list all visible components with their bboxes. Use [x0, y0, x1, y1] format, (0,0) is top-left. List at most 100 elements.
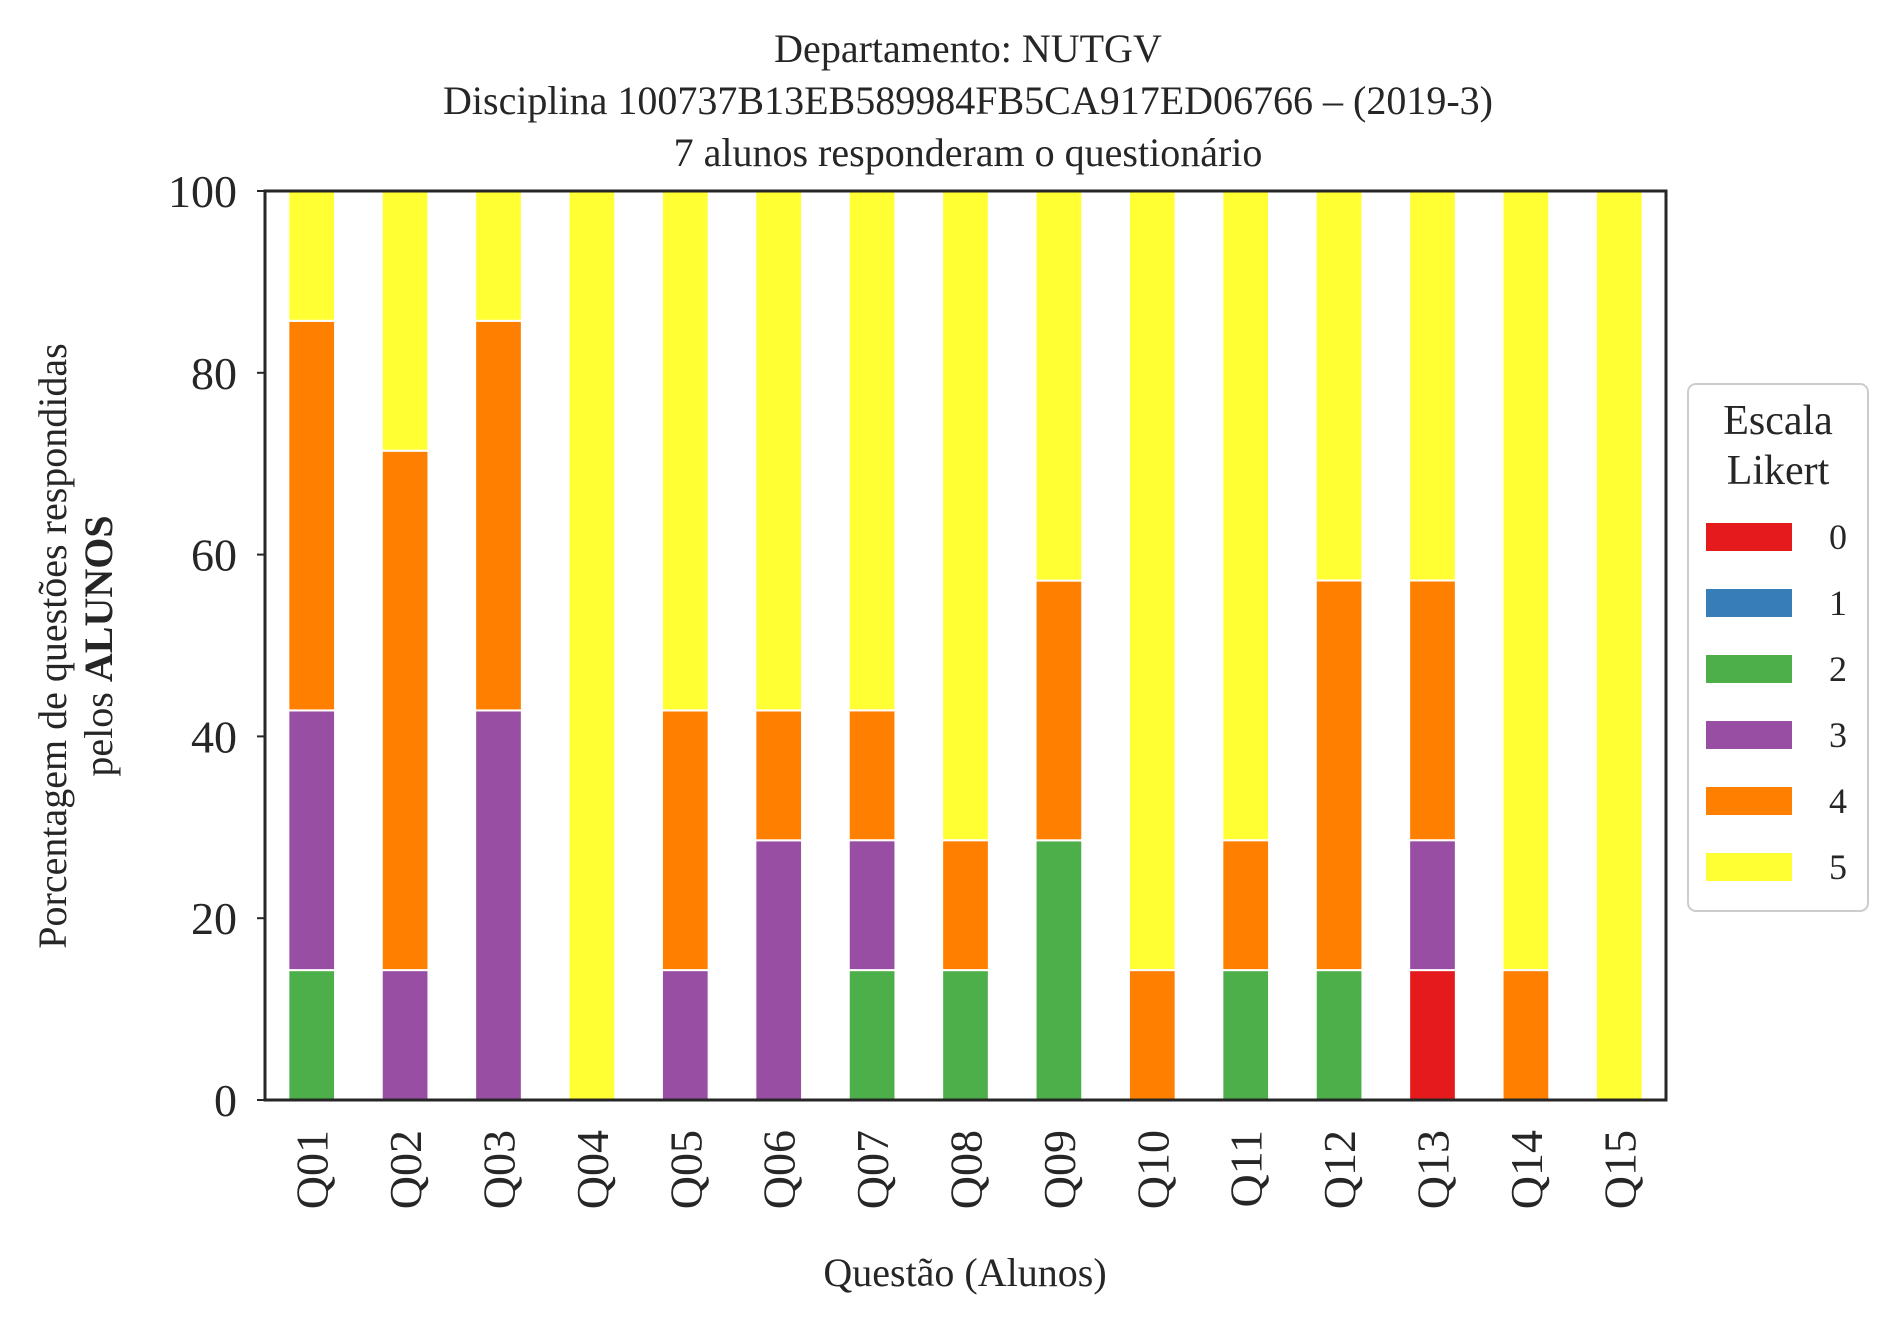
- x-tick-q09: Q09: [1034, 1130, 1085, 1209]
- bar-segment-q02-likert-4: [380, 449, 430, 972]
- x-axis-label: Questão (Alunos): [823, 1250, 1106, 1295]
- x-tick-q15: Q15: [1594, 1130, 1645, 1209]
- bar-segment-q07-likert-2: [847, 969, 897, 1101]
- bar-segment-q09-likert-5: [1034, 190, 1084, 582]
- y-tick-label: 0: [214, 1075, 237, 1126]
- bar-segment-q08-likert-4: [941, 839, 990, 972]
- bar-segment-q05-likert-4: [660, 709, 710, 972]
- y-axis-ticks: 0 20 40 60 80 100: [168, 166, 265, 1126]
- legend-title-line-1: Escala: [1723, 398, 1833, 444]
- y-tick-label: 80: [191, 348, 237, 399]
- bar-segment-q05-likert-5: [660, 190, 710, 712]
- x-tick-label: Q13: [1408, 1130, 1459, 1209]
- bar-segment-q14-likert-5: [1501, 190, 1551, 972]
- bar-segment-q03-likert-3: [474, 709, 523, 1101]
- bar-segment-q13-likert-0: [1408, 969, 1457, 1101]
- bar-segment-q09-likert-2: [1034, 839, 1084, 1101]
- x-tick-label: Q11: [1221, 1130, 1272, 1208]
- x-tick-q05: Q05: [660, 1130, 711, 1209]
- bar-segment-q07-likert-5: [847, 189, 897, 712]
- y-tick-label: 40: [191, 711, 237, 762]
- bar-segment-q01-likert-2: [287, 969, 337, 1101]
- legend-label-0: 0: [1829, 517, 1847, 557]
- y-axis-label-bold: ALUNOS: [76, 515, 121, 682]
- bar-segment-q08-likert-2: [941, 969, 990, 1101]
- bar-segment-q08-likert-5: [941, 189, 990, 842]
- bar-segment-q12-likert-5: [1314, 189, 1364, 582]
- bar-segment-q11-likert-2: [1221, 969, 1271, 1101]
- x-tick-label: Q09: [1034, 1130, 1085, 1209]
- x-tick-q02: Q02: [380, 1130, 431, 1209]
- x-tick-label: Q10: [1127, 1130, 1178, 1209]
- bar-segment-q13-likert-3: [1408, 839, 1457, 972]
- legend-swatch-5: [1706, 853, 1792, 881]
- bar-segment-q13-likert-4: [1408, 579, 1457, 842]
- x-tick-label: Q03: [474, 1130, 525, 1209]
- x-tick-label: Q12: [1314, 1130, 1365, 1209]
- y-axis-label: Porcentagem de questões respondidas pelo…: [30, 343, 121, 948]
- legend-swatch-4: [1706, 787, 1792, 815]
- bar-segment-q01-likert-3: [287, 709, 337, 972]
- x-tick-label: Q15: [1594, 1130, 1645, 1209]
- plot-frame: [263, 189, 1668, 1102]
- legend-swatch-2: [1706, 655, 1792, 683]
- x-tick-q03: Q03: [474, 1130, 525, 1209]
- bar-segment-q07-likert-4: [847, 709, 897, 842]
- bar-segment-q11-likert-4: [1221, 839, 1271, 972]
- bar-segment-q10-likert-5: [1127, 190, 1177, 972]
- legend-label-4: 4: [1829, 781, 1847, 821]
- x-tick-q12: Q12: [1314, 1130, 1365, 1209]
- bar-segment-q02-likert-5: [380, 190, 430, 452]
- legend-label-1: 1: [1829, 583, 1847, 623]
- y-tick-label: 20: [191, 893, 237, 944]
- bar-segment-q01-likert-4: [287, 319, 337, 712]
- x-tick-q14: Q14: [1501, 1130, 1552, 1209]
- x-tick-q07: Q07: [847, 1130, 898, 1209]
- legend-frame: [1687, 383, 1869, 912]
- x-tick-label: Q08: [941, 1130, 992, 1209]
- legend-items: 0 1 2 3 4 5: [1706, 517, 1847, 887]
- bar-segment-q10-likert-4: [1127, 969, 1177, 1101]
- y-tick-label: 100: [168, 166, 237, 217]
- bar-segment-q03-likert-4: [474, 319, 523, 712]
- title-line-3: 7 alunos responderam o questionário: [674, 130, 1263, 175]
- bar-segment-q03-likert-5: [474, 189, 523, 322]
- legend-title-line-2: Likert: [1727, 448, 1830, 494]
- bar-segment-q01-likert-5: [287, 189, 337, 322]
- legend-swatch-1: [1706, 589, 1792, 617]
- title-line-2: Disciplina 100737B13EB589984FB5CA917ED06…: [443, 78, 1493, 123]
- bar-segment-q05-likert-3: [660, 969, 710, 1101]
- x-tick-q10: Q10: [1127, 1130, 1178, 1209]
- bar-segment-q14-likert-4: [1501, 969, 1551, 1101]
- x-tick-q06: Q06: [754, 1130, 805, 1209]
- x-tick-label: Q07: [847, 1130, 898, 1209]
- bar-segment-q06-likert-3: [754, 839, 804, 1101]
- x-tick-label: Q04: [567, 1130, 618, 1209]
- x-tick-label: Q01: [287, 1130, 338, 1209]
- x-tick-q08: Q08: [941, 1130, 992, 1209]
- y-axis-label-line-2: pelos ALUNOS: [76, 515, 121, 776]
- x-tick-label: Q05: [660, 1130, 711, 1209]
- bar-segment-q04-likert-5: [567, 190, 617, 1101]
- legend-label-2: 2: [1829, 649, 1847, 689]
- bar-segment-q07-likert-3: [847, 839, 897, 972]
- legend-swatch-0: [1706, 523, 1792, 551]
- bar-segment-q11-likert-5: [1221, 189, 1271, 842]
- bar-segment-q02-likert-3: [380, 969, 430, 1101]
- bars-layer: [287, 189, 1644, 1101]
- bar-segment-q06-likert-4: [754, 709, 804, 842]
- x-tick-q11: Q11: [1221, 1130, 1272, 1208]
- x-tick-label: Q06: [754, 1130, 805, 1209]
- bar-segment-q06-likert-5: [754, 190, 804, 712]
- x-tick-q13: Q13: [1408, 1130, 1459, 1209]
- legend-label-5: 5: [1829, 847, 1847, 887]
- chart-title: Departamento: NUTGV Disciplina 100737B13…: [443, 26, 1493, 175]
- bar-segment-q13-likert-5: [1408, 189, 1457, 582]
- title-line-1: Departamento: NUTGV: [774, 26, 1162, 71]
- bar-segment-q09-likert-4: [1034, 579, 1084, 842]
- legend-label-3: 3: [1829, 715, 1847, 755]
- legend: Escala Likert 0 1 2 3 4 5: [1687, 383, 1869, 912]
- y-tick-label: 60: [191, 530, 237, 581]
- y-axis-label-line-1: Porcentagem de questões respondidas: [30, 343, 75, 948]
